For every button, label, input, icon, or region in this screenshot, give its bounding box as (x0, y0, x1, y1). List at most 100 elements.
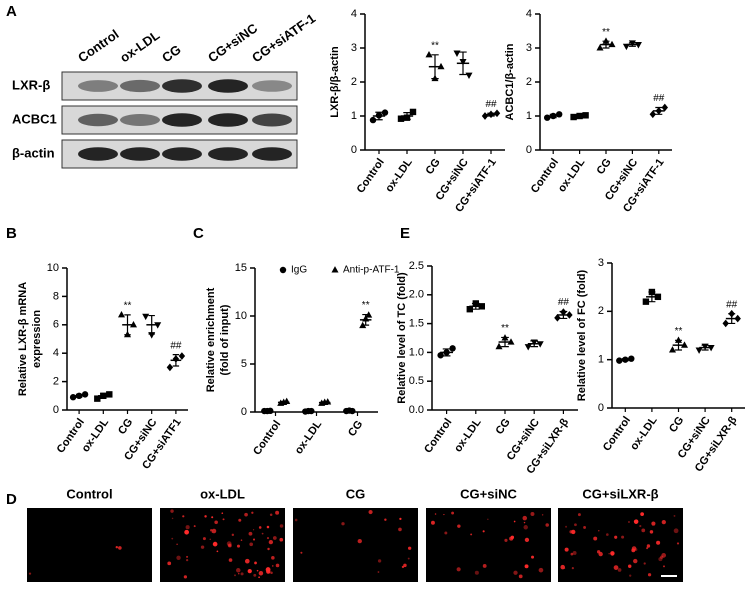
data-point (566, 311, 573, 319)
fluorescent-spot (510, 535, 515, 540)
fluorescent-spot (583, 526, 586, 529)
fluorescent-spot (523, 525, 528, 530)
fluorescent-spot (238, 518, 242, 522)
data-point (596, 44, 604, 51)
significance-label: ## (558, 297, 570, 308)
fluorescent-spot (608, 553, 610, 555)
fluorescent-spot (118, 546, 122, 550)
fluorescent-spot (176, 555, 181, 560)
row-label: β-actin (12, 145, 55, 160)
significance-label: ** (675, 326, 683, 337)
fluorescent-spot (183, 575, 188, 579)
data-point (308, 407, 315, 415)
micrograph (160, 508, 285, 582)
y-tick-label: 10 (235, 310, 247, 322)
significance-label: ## (726, 299, 738, 310)
data-point (69, 394, 77, 401)
data-point (661, 103, 668, 112)
blot-band (120, 114, 160, 126)
y-axis-label: (fold of input) (219, 304, 231, 375)
fluorescent-spot (518, 574, 523, 579)
y-axis-label: Relative LXR-β mRNA (17, 282, 29, 396)
fluorescent-spot (673, 515, 676, 517)
legend-label: IgG (291, 265, 307, 276)
fluorescent-spot (202, 537, 206, 541)
fluorescent-spot (115, 546, 118, 549)
y-tick-label: 0 (526, 144, 532, 156)
data-point (654, 293, 662, 301)
y-tick-label: 4 (526, 8, 532, 20)
data-point (668, 346, 677, 353)
fluorescent-spot (513, 570, 518, 575)
fluorescent-spot (377, 571, 380, 573)
fluorescent-spot (228, 558, 233, 562)
fluorescent-spot (244, 558, 250, 564)
y-tick-label: 15 (235, 262, 247, 274)
blot-band (252, 80, 292, 92)
y-axis-label: Relative level of FC (fold) (576, 269, 588, 401)
blot-band (78, 80, 118, 92)
fluorescent-spot (560, 564, 565, 570)
y-axis-label: ACBC1/β-actin (504, 43, 516, 120)
micrograph-label: ox-LDL (200, 486, 245, 501)
data-point (267, 407, 274, 415)
fluorescent-spot (238, 573, 240, 575)
fluorescent-spot (633, 519, 639, 524)
fluorescent-spot (368, 510, 373, 515)
data-point (728, 309, 735, 318)
data-point (123, 330, 132, 338)
fluorescent-spot (384, 518, 387, 521)
fluorescent-spot (531, 555, 535, 559)
fluorescent-spot (661, 553, 667, 558)
fluorescent-spot (256, 569, 259, 572)
fluorescent-spot (598, 551, 603, 557)
fluorescent-spot (231, 533, 235, 537)
data-point (148, 332, 156, 339)
data-point (362, 315, 370, 322)
fluorescent-spot (656, 540, 661, 545)
fluorescent-spot (646, 544, 651, 548)
fluorescent-spot (456, 567, 461, 572)
data-point (576, 112, 583, 120)
fluorescent-spot (252, 538, 256, 541)
data-point (622, 356, 629, 363)
data-point (365, 311, 373, 318)
fluorescent-spot (617, 568, 622, 572)
data-point (397, 115, 405, 122)
fluorescent-spot (401, 565, 405, 569)
fluorescent-spot (661, 519, 666, 525)
blot-band (162, 147, 202, 161)
fluorescent-spot (167, 561, 172, 566)
data-point (478, 303, 485, 310)
data-point (443, 349, 450, 356)
fluorescent-spot (279, 524, 284, 528)
data-point (722, 319, 729, 328)
fluorescent-spot (357, 538, 362, 544)
fluorescent-spot (487, 518, 489, 521)
data-point (493, 109, 501, 118)
fluorescent-spot (524, 537, 530, 543)
data-point (178, 352, 186, 360)
data-point (481, 112, 489, 120)
data-point (495, 342, 503, 350)
fluorescent-spot (182, 515, 185, 518)
y-tick-label: 10 (47, 262, 59, 274)
fluorescent-spot (565, 525, 568, 528)
y-axis-label: Relative enrichment (205, 287, 217, 392)
y-tick-label: 4 (53, 347, 59, 359)
significance-label: ** (431, 40, 439, 51)
data-point (487, 110, 495, 119)
fluorescent-spot (244, 512, 248, 517)
fluorescent-spot (193, 525, 196, 528)
data-point (472, 300, 479, 307)
fluorescent-spot (185, 525, 190, 530)
blot-band (252, 113, 292, 127)
fluorescent-spot (261, 532, 264, 535)
fluorescent-spot (482, 530, 485, 533)
data-point (734, 314, 741, 323)
data-point (674, 336, 683, 343)
data-point (648, 288, 656, 296)
panel-label: A (6, 3, 17, 20)
significance-label: ## (653, 93, 665, 104)
